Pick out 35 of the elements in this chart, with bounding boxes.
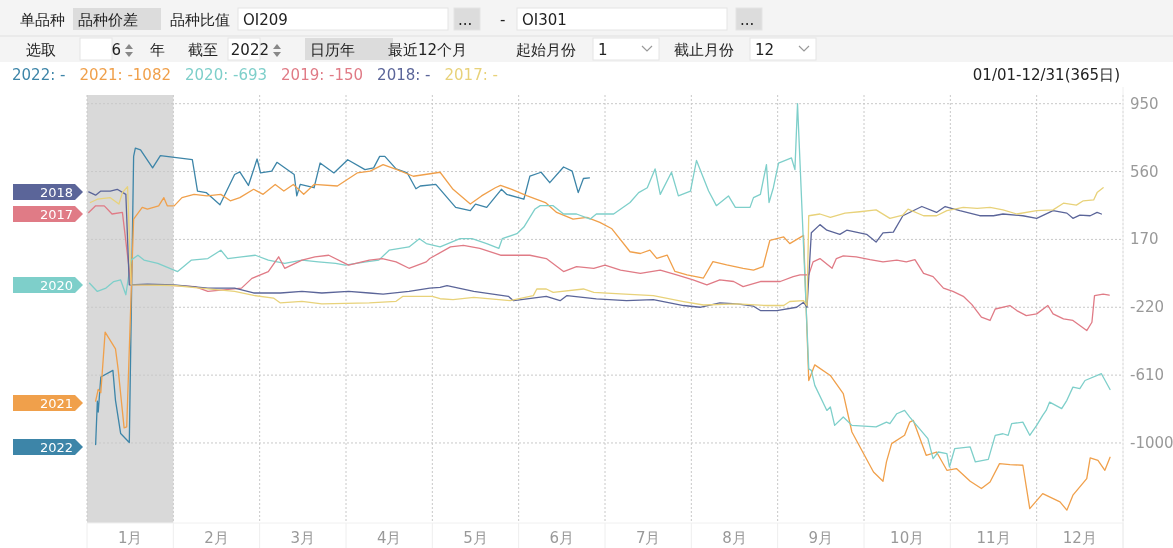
toolbar: 单品种 品种价差 品种比值 OI209 ... - OI301 ... 选取 6 年 截至 2022 日历年 最近12个月 起始月份 1 截止月份 12 [0,0,1173,62]
x-tick-label: 9月 [808,529,834,547]
y-tick-label: 560 [1130,162,1159,181]
x-tick-label: 5月 [463,529,488,547]
x-tick-label: 11月 [976,529,1011,547]
y-tick-label: -1000 [1130,433,1173,452]
text: 2018: - [377,66,431,84]
y-tick-label: -220 [1130,298,1165,317]
chart-subtitle: 01/01-12/31(365日) [972,66,1120,84]
text: 2022: - [12,66,66,84]
x-tick-label: 1月 [117,529,143,547]
text: 2019: -150 [281,66,364,84]
x-tick-label: 4月 [376,529,402,547]
y-tick-label: 170 [1130,230,1159,249]
tag: 2017 [13,206,83,222]
x-tick-label: 2月 [204,529,229,547]
tag: 2020 [13,277,83,293]
x-tick-label: 8月 [722,529,747,547]
line-series [88,205,1110,332]
tag: 2018 [13,184,83,200]
y-tick-label: -610 [1130,366,1165,385]
x-tick-label: 12月 [1062,529,1097,547]
x-tick-label: 10月 [890,529,925,547]
x-tick-label: 7月 [635,529,661,547]
tag: 2021 [13,395,83,411]
line-series [94,163,1111,511]
text: 2020: -693 [185,66,268,84]
line-series [94,147,591,446]
line-series [88,103,1111,468]
x-tick-label: 3月 [290,529,316,547]
x-tick-label: 6月 [549,529,575,547]
text: 2021: -1082 [79,66,172,84]
y-tick-label: 950 [1130,94,1159,113]
tag: 2022 [13,439,83,455]
text: 2017: - [444,66,498,84]
